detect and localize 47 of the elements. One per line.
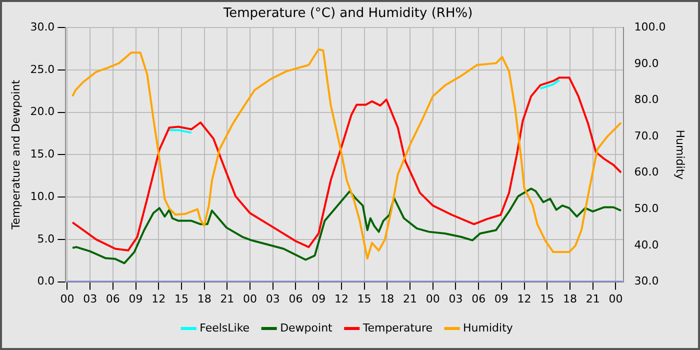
x-tick-label: 00 xyxy=(60,292,74,306)
y-tick-label: 0.0 xyxy=(37,274,55,288)
x-tick-label: 12 xyxy=(517,292,532,306)
y2-tick-label: 90.0 xyxy=(634,56,659,70)
x-tick-label: 15 xyxy=(540,292,554,306)
x-tick-label: 06 xyxy=(288,292,303,306)
x-tick-label: 06 xyxy=(472,292,486,306)
y2-axis-title: Humidity xyxy=(674,130,687,180)
y2-tick-label: 100.0 xyxy=(634,20,666,34)
x-tick-label: 00 xyxy=(608,292,623,306)
y2-tick-label: 60.0 xyxy=(634,166,659,179)
x-tick-label: 21 xyxy=(403,292,418,306)
x-tick-label: 18 xyxy=(562,292,577,306)
y-tick-label: 25.0 xyxy=(30,62,55,76)
x-tick-label: 21 xyxy=(586,292,600,306)
x-tick-label: 00 xyxy=(426,292,440,306)
y2-tick-label: 40.0 xyxy=(634,238,659,252)
x-tick-label: 09 xyxy=(494,292,508,306)
y-tick-label: 30.0 xyxy=(30,20,55,34)
x-tick-label: 03 xyxy=(266,292,280,306)
x-tick-label: 09 xyxy=(128,292,143,306)
y2-tick-label: 30.0 xyxy=(634,274,659,288)
x-tick-label: 15 xyxy=(174,292,188,306)
legend-label: FeelsLike xyxy=(200,321,250,334)
x-tick-label: 21 xyxy=(220,292,234,306)
y2-tick-label: 70.0 xyxy=(634,129,659,142)
legend-label: Humidity xyxy=(463,321,514,334)
y-tick-label: 20.0 xyxy=(30,105,55,118)
x-tick-label: 00 xyxy=(243,292,258,306)
y-axis-title: Temperature and Dewpoint xyxy=(9,79,22,231)
x-tick-label: 18 xyxy=(197,292,212,306)
x-tick-label: 03 xyxy=(448,292,463,306)
x-tick-label: 06 xyxy=(106,292,120,306)
chart-title: Temperature (°C) and Humidity (RH%) xyxy=(222,6,473,22)
y-tick-label: 5.0 xyxy=(37,232,55,246)
legend-label: Temperature xyxy=(362,321,433,334)
legend-label: Dewpoint xyxy=(280,321,334,334)
y2-tick-label: 50.0 xyxy=(634,202,659,216)
x-tick-label: 12 xyxy=(152,292,166,306)
x-tick-label: 12 xyxy=(334,292,348,306)
x-tick-label: 09 xyxy=(312,292,326,306)
x-tick-label: 03 xyxy=(83,292,98,306)
y-tick-label: 15.0 xyxy=(30,148,55,161)
y2-tick-label: 80.0 xyxy=(634,93,659,106)
y-tick-label: 10.0 xyxy=(30,190,55,203)
x-tick-label: 15 xyxy=(357,292,372,306)
x-tick-label: 18 xyxy=(380,292,394,306)
